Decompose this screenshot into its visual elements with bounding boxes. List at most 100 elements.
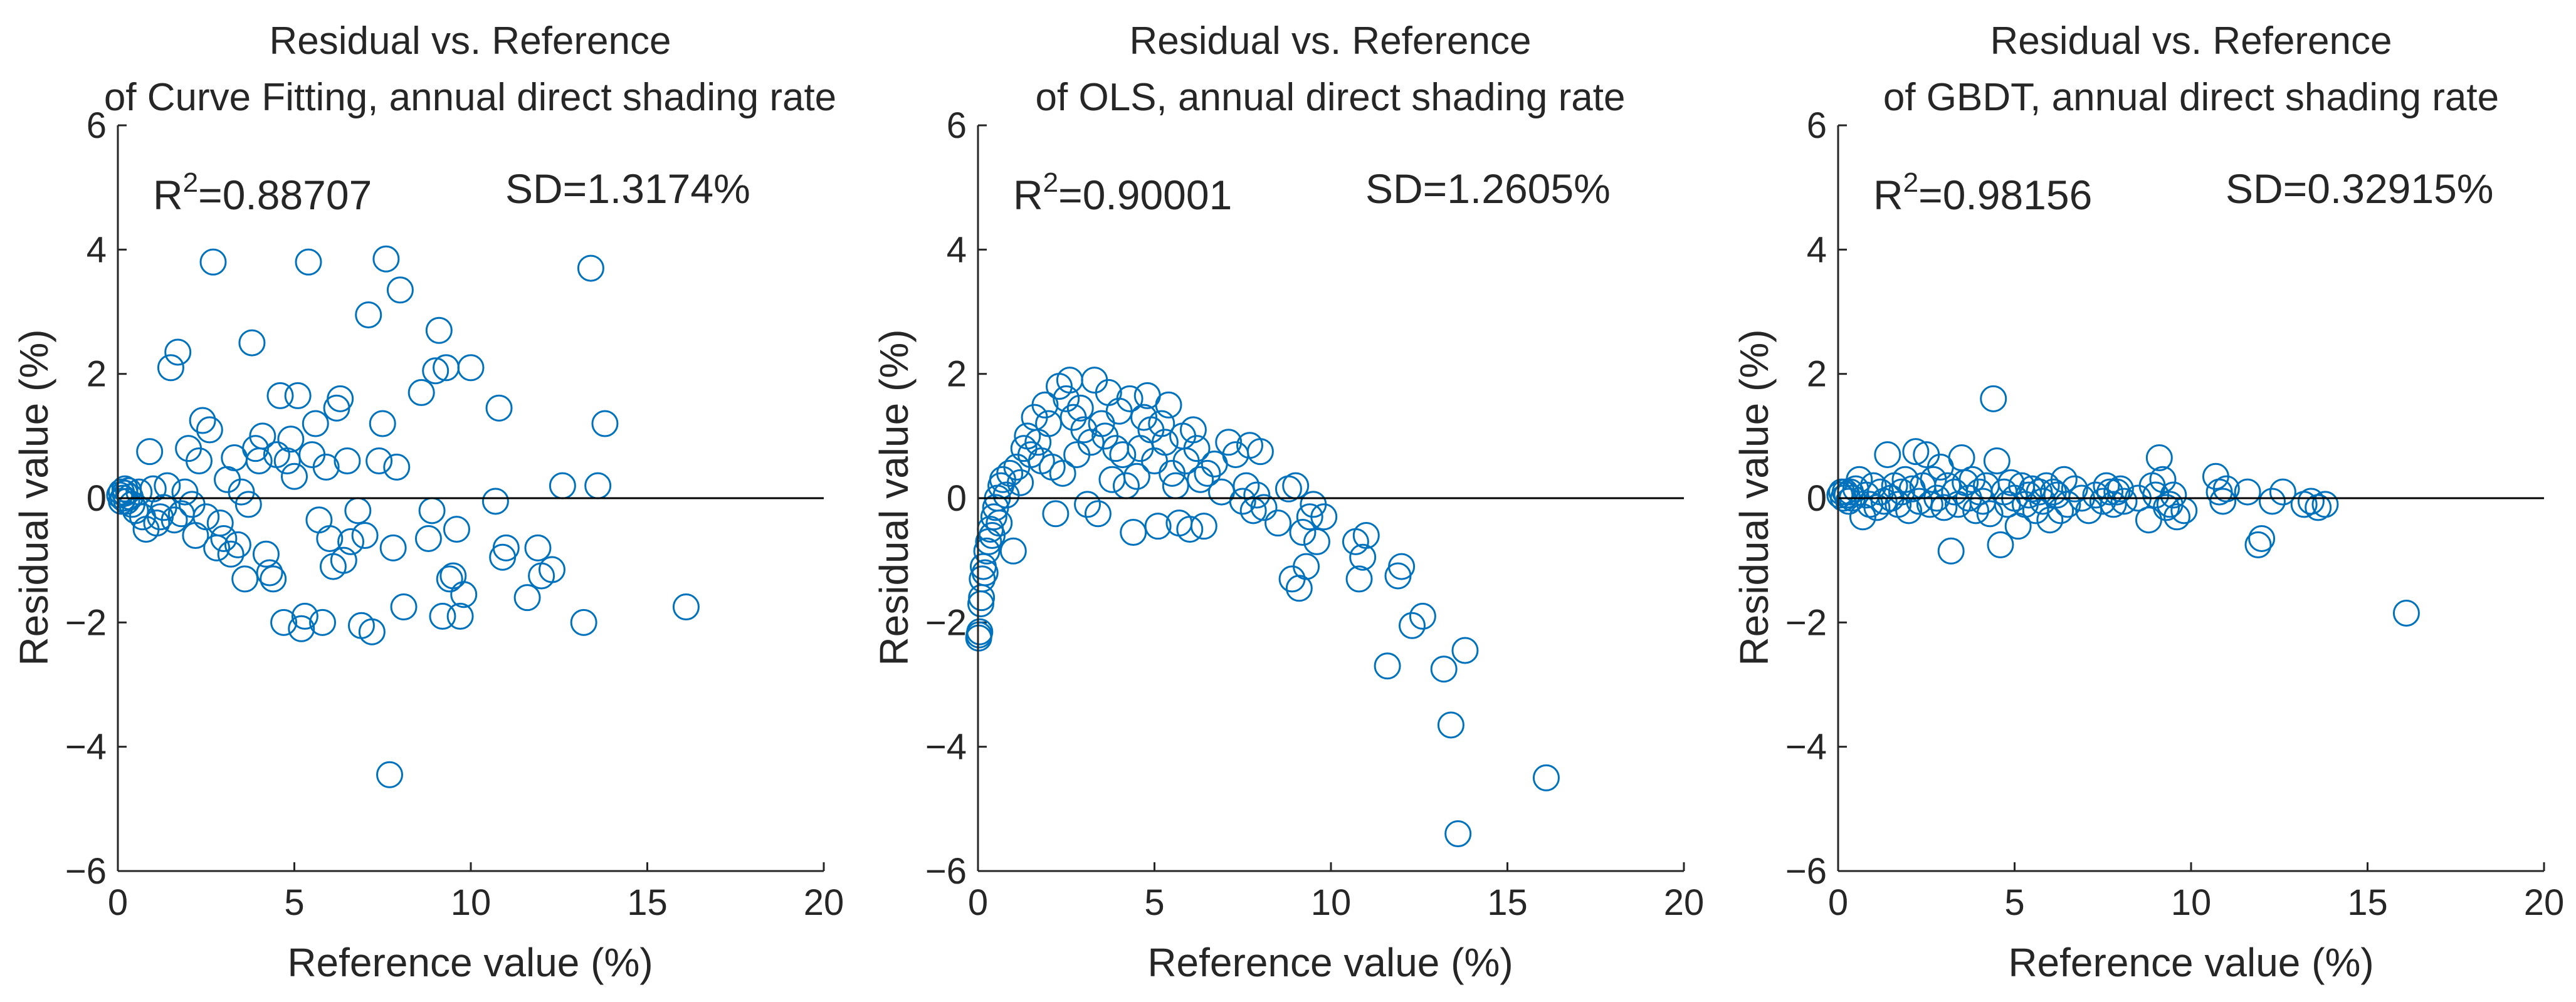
sd-label: SD=0.32915% <box>2226 165 2494 212</box>
scatter-point <box>1532 764 1560 791</box>
scatter-point <box>1246 438 1274 466</box>
scatter-point <box>1888 478 1915 506</box>
scatter-point <box>1863 494 1891 521</box>
scatter-point <box>2311 491 2339 518</box>
scatter-point <box>1007 469 1034 496</box>
y-ticks: −6 −4 −2 0 2 4 6 <box>925 105 987 892</box>
scatter-point <box>1049 459 1076 487</box>
y-tick-label: −4 <box>65 727 107 768</box>
scatter-point <box>973 537 1001 565</box>
scatter-point <box>2110 488 2138 515</box>
y-tick-label: −2 <box>925 602 967 643</box>
scatter-point <box>309 608 337 636</box>
x-tick-label: 20 <box>2524 882 2565 923</box>
scatter-point <box>157 354 184 382</box>
scatter-point <box>1409 602 1436 630</box>
scatter-point <box>108 488 135 515</box>
scatter-point <box>1296 503 1323 531</box>
r2-superscript: 2 <box>1903 167 1918 198</box>
scatter-point <box>1031 391 1059 419</box>
x-tick-label: 10 <box>451 882 492 923</box>
r2-value: =0.90001 <box>1058 172 1232 218</box>
scatter-point <box>450 581 478 608</box>
scatter-point <box>1179 416 1207 444</box>
scatter-point <box>376 761 404 788</box>
scatter-point <box>365 447 393 474</box>
y-tick-label: 4 <box>87 229 107 270</box>
scatter-point <box>2258 488 2286 515</box>
scatter-point <box>266 382 294 409</box>
scatter-point <box>485 394 513 422</box>
scatter-point <box>1084 500 1112 528</box>
scatter-point <box>2269 478 2296 506</box>
r2-value: =0.98156 <box>1918 172 2092 218</box>
scatter-points <box>965 367 1560 847</box>
scatter-point <box>228 478 255 506</box>
scatter-point <box>136 438 164 466</box>
scatter-point <box>672 593 700 621</box>
scatter-point <box>584 472 612 499</box>
y-tick-label: 2 <box>947 354 967 395</box>
scatter-point <box>372 245 400 273</box>
scatter-point <box>1826 481 1854 509</box>
scatter-point <box>1141 447 1168 474</box>
scatter-point <box>358 618 386 645</box>
x-tick-label: 20 <box>1664 882 1705 923</box>
scatter-point <box>143 509 171 537</box>
r2-value: =0.88707 <box>198 172 372 218</box>
scatter-point <box>1349 543 1377 571</box>
scatter-point <box>1215 429 1243 456</box>
scatter-point <box>369 410 396 437</box>
subplot-curve-fitting: Residual vs. Reference of Curve Fitting,… <box>11 19 844 985</box>
scatter-point <box>2248 524 2276 552</box>
scatter-point <box>2163 503 2190 531</box>
scatter-point <box>242 435 270 462</box>
axes-box <box>977 125 1684 872</box>
scatter-point <box>2244 531 2272 558</box>
scatter-point <box>1123 462 1150 490</box>
scatter-point <box>1066 394 1094 422</box>
scatter-point <box>492 534 520 561</box>
y-tick-label: −6 <box>925 851 967 892</box>
x-tick-label: 15 <box>627 882 668 923</box>
scatter-point <box>457 354 485 382</box>
scatter-point <box>1310 503 1338 531</box>
scatter-point <box>2160 481 2187 509</box>
scatter-point <box>538 556 565 583</box>
scatter-point <box>2036 506 2064 534</box>
scatter-point <box>1937 537 1965 565</box>
scatter-point <box>1905 488 1933 515</box>
chart-title-line1: Residual vs. Reference <box>270 19 671 63</box>
y-tick-label: 0 <box>947 478 967 519</box>
scatter-point <box>1983 447 2011 474</box>
y-tick-label: 2 <box>87 354 107 395</box>
scatter-point <box>1250 494 1278 521</box>
x-axis-label: Reference value (%) <box>1147 940 1513 985</box>
scatter-point <box>379 534 407 561</box>
scatter-point <box>1112 472 1140 499</box>
scatter-point <box>443 516 470 543</box>
y-ticks: −6 −4 −2 0 2 4 6 <box>65 105 127 892</box>
scatter-point <box>206 509 234 537</box>
scatter-point <box>2234 478 2261 506</box>
x-axis-label: Reference value (%) <box>287 940 653 985</box>
r2-superscript: 2 <box>1043 167 1058 198</box>
scatter-point <box>1980 385 2007 412</box>
sd-label: SD=1.2605% <box>1365 165 1611 212</box>
scatter-point <box>1289 519 1317 546</box>
scatter-point <box>999 537 1027 565</box>
scatter-point <box>1398 612 1426 639</box>
scatter-point <box>185 447 213 474</box>
scatter-point <box>284 382 312 409</box>
scatter-point <box>327 385 354 412</box>
scatter-point <box>2135 506 2162 534</box>
scatter-point <box>570 608 597 636</box>
scatter-point <box>305 506 333 534</box>
y-tick-label: −4 <box>1785 727 1827 768</box>
subplot-ols: Residual vs. Reference of OLS, annual di… <box>871 19 1704 985</box>
axes-box <box>1837 125 2544 872</box>
scatter-point <box>224 531 251 558</box>
scatter-point <box>1144 513 1172 540</box>
scatter-point <box>577 254 604 282</box>
